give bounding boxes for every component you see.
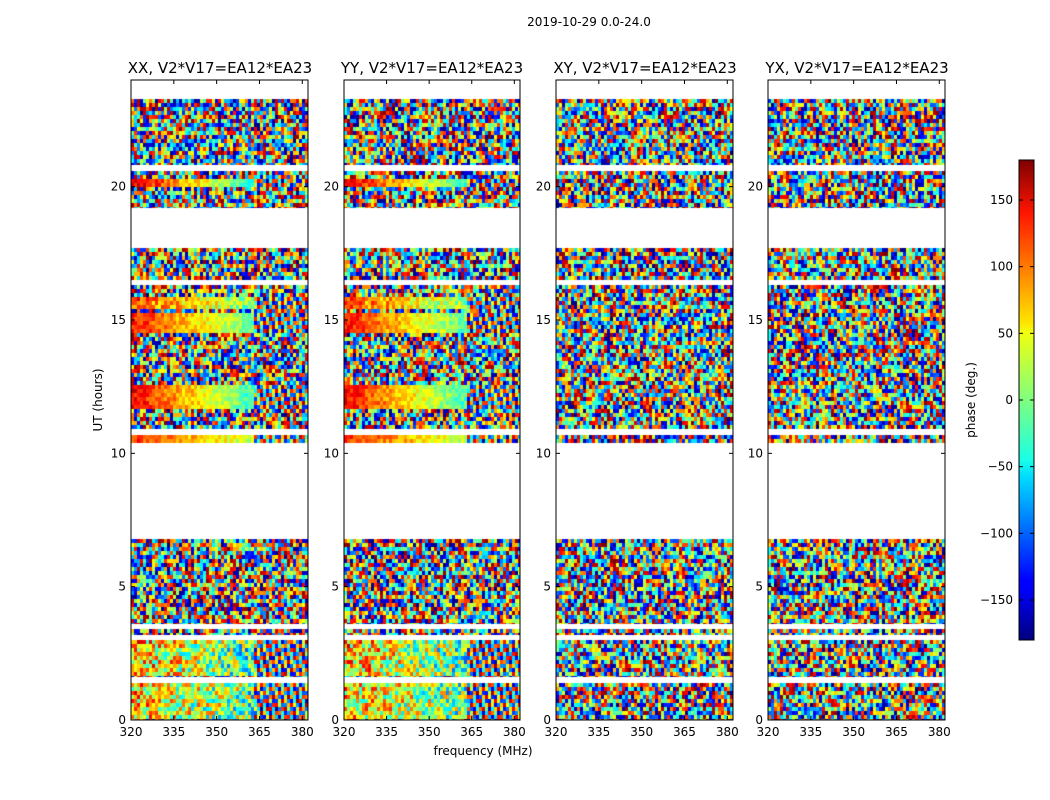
colorbar-tick-label: 100 [990, 260, 1013, 274]
panel-xy: XY, V2*V17=EA12*EA23 320 335 350 365 380 0 5 10… [536, 59, 739, 739]
x-tick-label: 350 [418, 725, 441, 739]
axis-ticks-yy: 320 335 350 365 380 0 5 10 15 20 [324, 80, 526, 739]
y-tick-label: 20 [324, 180, 339, 194]
x-tick-label: 350 [842, 725, 865, 739]
x-tick-label: 335 [162, 725, 185, 739]
axis-ticks-xy: 320 335 350 365 380 0 5 10 15 20 [536, 80, 739, 739]
y-tick-label: 20 [111, 180, 126, 194]
y-tick-label: 15 [536, 313, 551, 327]
x-tick-label: 380 [503, 725, 526, 739]
panel-title-xx: XX, V2*V17=EA12*EA23 [128, 59, 312, 77]
y-tick-label: 20 [748, 180, 763, 194]
panel-title-yx: YX, V2*V17=EA12*EA23 [764, 59, 948, 77]
heatmap-image-xx [131, 80, 308, 720]
y-tick-label: 15 [324, 313, 339, 327]
x-axis-label: frequency (MHz) [433, 744, 532, 758]
axis-ticks-yx: 320 335 350 365 380 0 5 10 15 20 [748, 80, 951, 739]
y-tick-label: 5 [543, 580, 551, 594]
panel-title-xy: XY, V2*V17=EA12*EA23 [553, 59, 736, 77]
y-tick-label: 5 [331, 580, 339, 594]
heatmap-image-yy [344, 80, 520, 720]
panel-xx: XX, V2*V17=EA12*EA23 320 335 350 365 380 0 5 10… [111, 59, 314, 739]
y-tick-label: 5 [755, 580, 763, 594]
y-tick-label: 10 [536, 446, 551, 460]
x-tick-label: 380 [291, 725, 314, 739]
x-tick-label: 365 [673, 725, 696, 739]
y-tick-label: 15 [748, 313, 763, 327]
colorbar-tick-label: −50 [988, 460, 1013, 474]
plot-frame-yx [767, 79, 946, 721]
panel-title-yy: YY, V2*V17=EA12*EA23 [340, 59, 523, 77]
x-tick-label: 380 [716, 725, 739, 739]
x-tick-label: 320 [120, 725, 143, 739]
colorbar-tick-label: −100 [980, 526, 1013, 540]
x-tick-label: 320 [545, 725, 568, 739]
x-tick-label: 350 [205, 725, 228, 739]
y-tick-label: 10 [748, 446, 763, 460]
y-tick-label: 0 [331, 713, 339, 727]
colorbar-tick-label: 50 [998, 326, 1013, 340]
x-tick-label: 365 [460, 725, 483, 739]
plot-frame-yy [343, 79, 521, 721]
colorbar-label: phase (deg.) [964, 362, 978, 438]
x-tick-label: 335 [587, 725, 610, 739]
plot-frame-xy [555, 79, 734, 721]
x-tick-label: 350 [630, 725, 653, 739]
plot-frame-xx [130, 79, 309, 721]
y-tick-label: 10 [111, 446, 126, 460]
x-tick-label: 320 [757, 725, 780, 739]
x-tick-label: 335 [799, 725, 822, 739]
heatmap-image-yx [768, 80, 945, 720]
y-tick-label: 0 [118, 713, 126, 727]
colorbar-tick-label: 150 [990, 193, 1013, 207]
x-tick-label: 365 [248, 725, 271, 739]
y-axis-label: UT (hours) [91, 368, 105, 431]
figure-suptitle: 2019-10-29 0.0-24.0 [527, 15, 651, 29]
heatmap-cells-xy [556, 80, 733, 720]
y-tick-label: 15 [111, 313, 126, 327]
axis-ticks-xx: 320 335 350 365 380 0 5 10 15 20 [111, 80, 314, 739]
x-tick-label: 365 [885, 725, 908, 739]
panel-yx: YX, V2*V17=EA12*EA23 320 335 350 365 380 0 5 10… [748, 59, 951, 739]
y-tick-label: 10 [324, 446, 339, 460]
y-tick-label: 0 [755, 713, 763, 727]
x-tick-label: 335 [375, 725, 398, 739]
colorbar-tick-label: 0 [1005, 393, 1013, 407]
y-tick-label: 20 [536, 180, 551, 194]
colorbar: 150 100 50 0 −50 −100 −150 phase (deg.) [964, 159, 1035, 641]
heatmap-cells-yy [344, 80, 520, 720]
x-tick-label: 380 [928, 725, 951, 739]
panel-yy: YY, V2*V17=EA12*EA23 320 335 350 365 380 0 5 10… [324, 59, 526, 739]
heatmap-cells-yx [768, 80, 945, 720]
heatmap-cells-xx [131, 80, 308, 720]
colorbar-tick-label: −150 [980, 593, 1013, 607]
heatmap-image-xy [556, 80, 733, 720]
colorbar-ticks: 150 100 50 0 −50 −100 −150 [980, 193, 1034, 607]
y-tick-label: 0 [543, 713, 551, 727]
x-tick-label: 320 [333, 725, 356, 739]
y-tick-label: 5 [118, 580, 126, 594]
